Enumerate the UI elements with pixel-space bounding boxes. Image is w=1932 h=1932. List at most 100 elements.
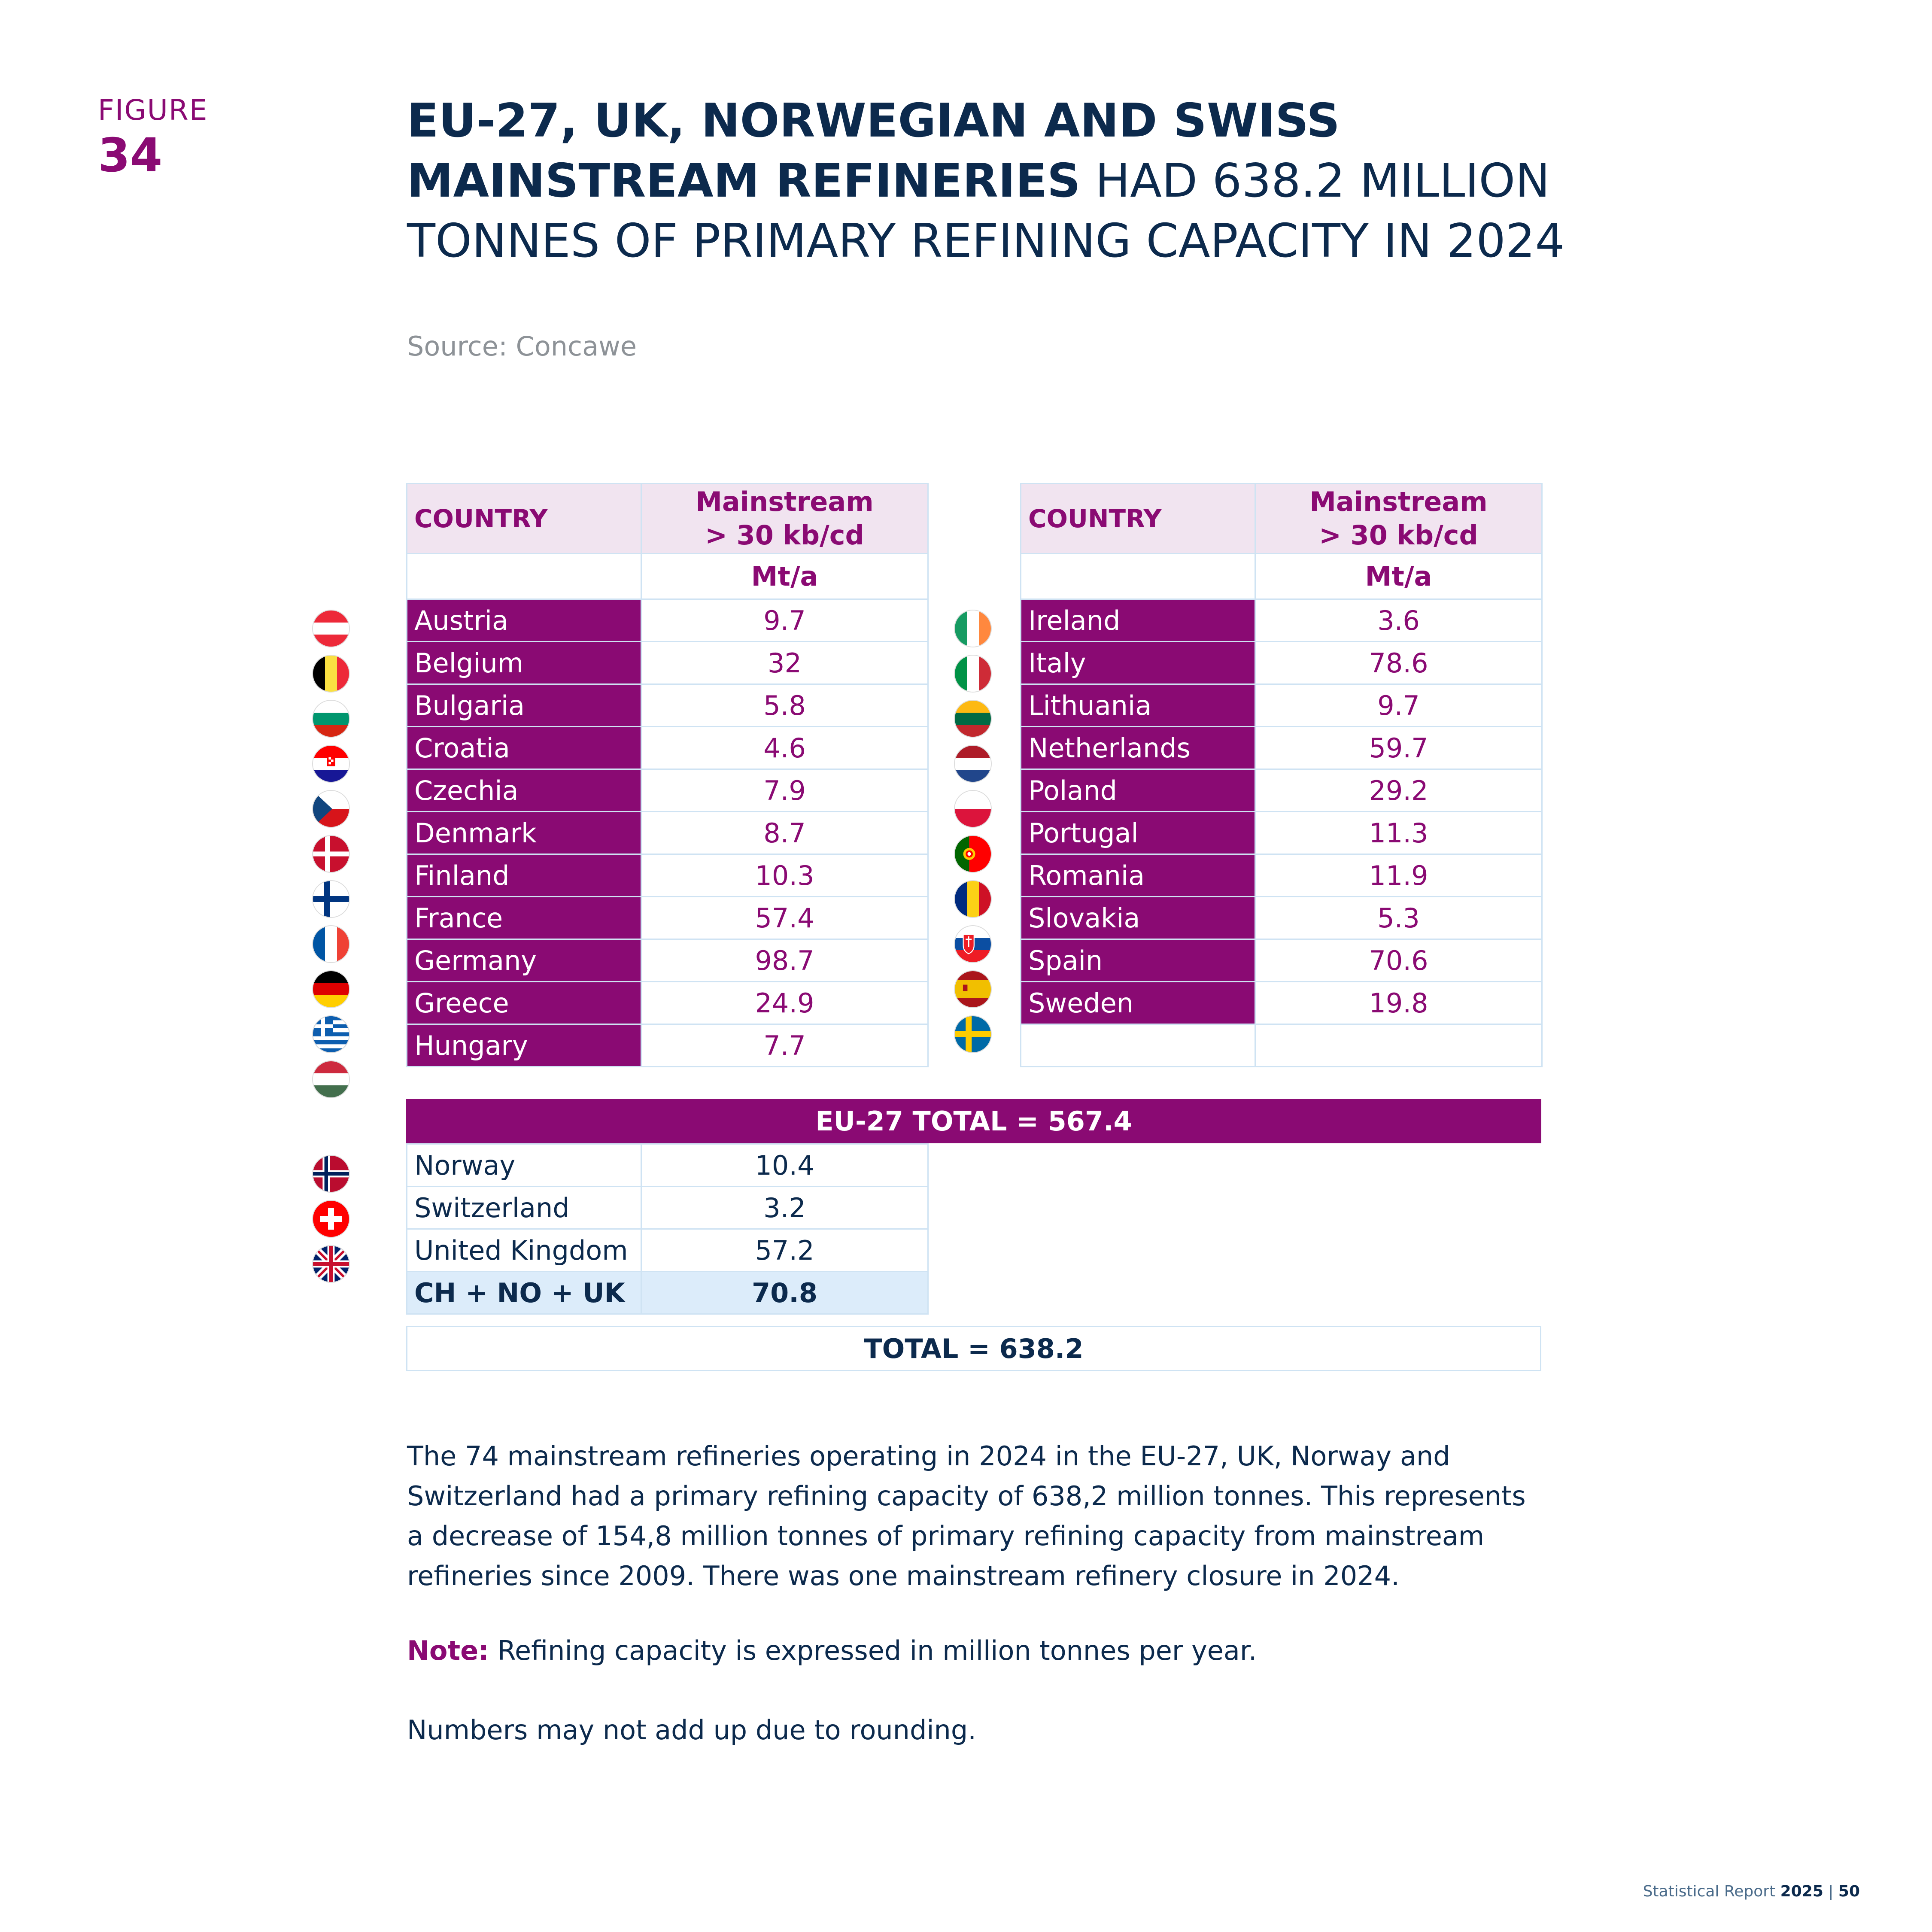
hungary-flag-icon [312, 1060, 350, 1098]
romania-flag-icon [954, 880, 992, 918]
table-row-empty [1020, 1024, 1543, 1067]
unit-row: Mt/a [406, 553, 929, 600]
right-capacity-table: COUNTRY Mainstream > 30 kb/cd Mt/a Irelan… [1020, 483, 1543, 1067]
netherlands-flag-icon [954, 745, 992, 783]
table-row: Netherlands 59.7 [1020, 726, 1543, 770]
eu-total-band: EU-27 TOTAL = 567.4 [406, 1099, 1541, 1143]
capacity-value: 7.9 [641, 769, 929, 812]
country-name: Bulgaria [406, 683, 642, 727]
page-title: EU-27, UK, NORWEGIAN AND SWISS MAINSTREA… [407, 91, 1609, 271]
switzerland-flag-icon [312, 1200, 350, 1238]
lithuania-flag-icon [954, 700, 992, 738]
austria-flag-icon [312, 610, 350, 647]
poland-flag-icon [954, 790, 992, 828]
capacity-value: 11.3 [1255, 811, 1543, 855]
table-row: Portugal 11.3 [1020, 811, 1543, 855]
table-row: Lithuania 9.7 [1020, 683, 1543, 727]
capacity-value: 3.2 [641, 1186, 929, 1230]
figure-label: FIGURE [98, 94, 208, 127]
ireland-flag-icon [954, 610, 992, 647]
country-name: Slovakia [1020, 896, 1256, 940]
capacity-value: 70.6 [1255, 939, 1543, 982]
capacity-value: 10.4 [641, 1143, 929, 1187]
greece-flag-icon [312, 1015, 350, 1053]
italy-flag-icon [954, 655, 992, 693]
country-name: Greece [406, 981, 642, 1025]
table-row: Romania 11.9 [1020, 854, 1543, 897]
table-row: Slovakia 5.3 [1020, 896, 1543, 940]
capacity-value: 9.7 [641, 598, 929, 642]
country-name: France [406, 896, 642, 940]
table-row: Poland 29.2 [1020, 769, 1543, 812]
table-row: Italy 78.6 [1020, 641, 1543, 685]
unit-label: Mt/a [641, 553, 929, 600]
capacity-value: 32 [641, 641, 929, 685]
capacity-value: 3.6 [1255, 598, 1543, 642]
capacity-value: 5.3 [1255, 896, 1543, 940]
title-light: HAD 638.2 MILLION TONNES OF PRIMARY REFI… [407, 154, 1565, 268]
col-header-mainstream: Mainstream > 30 kb/cd [1255, 483, 1543, 554]
country-name: Croatia [406, 726, 642, 770]
col-header-mainstream: Mainstream > 30 kb/cd [641, 483, 929, 554]
capacity-value: 4.6 [641, 726, 929, 770]
capacity-value: 7.7 [641, 1024, 929, 1067]
country-name: Denmark [406, 811, 642, 855]
table-row: Denmark 8.7 [406, 811, 929, 855]
country-name: Lithuania [1020, 683, 1256, 727]
col-header-line1: Mainstream [696, 486, 874, 517]
subtotal-value: 70.8 [641, 1271, 929, 1315]
title-bold: EU-27, UK, NORWEGIAN AND SWISS MAINSTREA… [407, 94, 1340, 208]
capacity-value: 78.6 [1255, 641, 1543, 685]
table-row: Belgium 32 [406, 641, 929, 685]
country-name: Germany [406, 939, 642, 982]
footer-year: 2025 [1780, 1883, 1823, 1900]
czechia-flag-icon [312, 790, 350, 828]
table-row: Sweden 19.8 [1020, 981, 1543, 1025]
norway-flag-icon [312, 1155, 350, 1193]
table-row: Austria 9.7 [406, 598, 929, 642]
uk-flag-icon [312, 1245, 350, 1283]
unit-label: Mt/a [1255, 553, 1543, 600]
country-name: Ireland [1020, 598, 1256, 642]
col-header-line1: Mainstream [1309, 486, 1488, 517]
col-header-country: COUNTRY [1020, 483, 1256, 554]
source-note: Source: Concawe [407, 331, 637, 362]
country-name: Spain [1020, 939, 1256, 982]
country-name: Sweden [1020, 981, 1256, 1025]
note-label: Note: [407, 1635, 489, 1666]
country-name: Hungary [406, 1024, 642, 1067]
table-row: Germany 98.7 [406, 939, 929, 982]
country-name: Poland [1020, 769, 1256, 812]
country-name: Romania [1020, 854, 1256, 897]
finland-flag-icon [312, 880, 350, 918]
capacity-value: 59.7 [1255, 726, 1543, 770]
capacity-value: 19.8 [1255, 981, 1543, 1025]
subtotal-row: CH + NO + UK 70.8 [406, 1271, 929, 1315]
country-name: Austria [406, 598, 642, 642]
table-row: Finland 10.3 [406, 854, 929, 897]
capacity-value: 11.9 [1255, 854, 1543, 897]
country-name: Italy [1020, 641, 1256, 685]
col-header-line2: > 30 kb/cd [705, 519, 864, 551]
table-row: Norway 10.4 [406, 1143, 929, 1187]
note-body: Refining capacity is expressed in millio… [489, 1635, 1257, 1666]
country-name: Belgium [406, 641, 642, 685]
croatia-flag-icon [312, 745, 350, 783]
table-row: France 57.4 [406, 896, 929, 940]
portugal-flag-icon [954, 835, 992, 873]
table-row: Hungary 7.7 [406, 1024, 929, 1067]
table-row: Spain 70.6 [1020, 939, 1543, 982]
capacity-value: 57.4 [641, 896, 929, 940]
grand-total-band: TOTAL = 638.2 [406, 1326, 1541, 1371]
empty-cell [1020, 1024, 1256, 1067]
table-row: Greece 24.9 [406, 981, 929, 1025]
body-paragraph: The 74 mainstream refineries operating i… [407, 1440, 1526, 1592]
country-name: Switzerland [406, 1186, 642, 1230]
footer-page-number: 50 [1838, 1883, 1860, 1900]
figure-number: 34 [98, 129, 163, 182]
france-flag-icon [312, 925, 350, 963]
belgium-flag-icon [312, 655, 350, 693]
col-header-line2: > 30 kb/cd [1319, 519, 1478, 551]
capacity-value: 8.7 [641, 811, 929, 855]
table-row: United Kingdom 57.2 [406, 1228, 929, 1272]
